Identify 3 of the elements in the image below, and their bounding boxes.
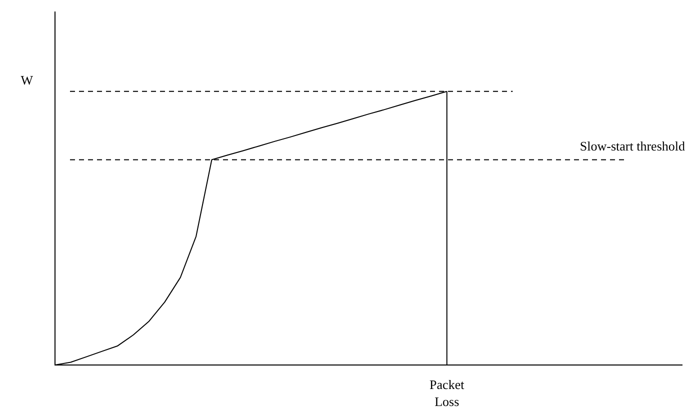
text: Packet Loss: [430, 376, 465, 409]
ref-line-label: Slow-start threshold: [580, 138, 686, 154]
ref-line-label: W: [20, 72, 34, 88]
